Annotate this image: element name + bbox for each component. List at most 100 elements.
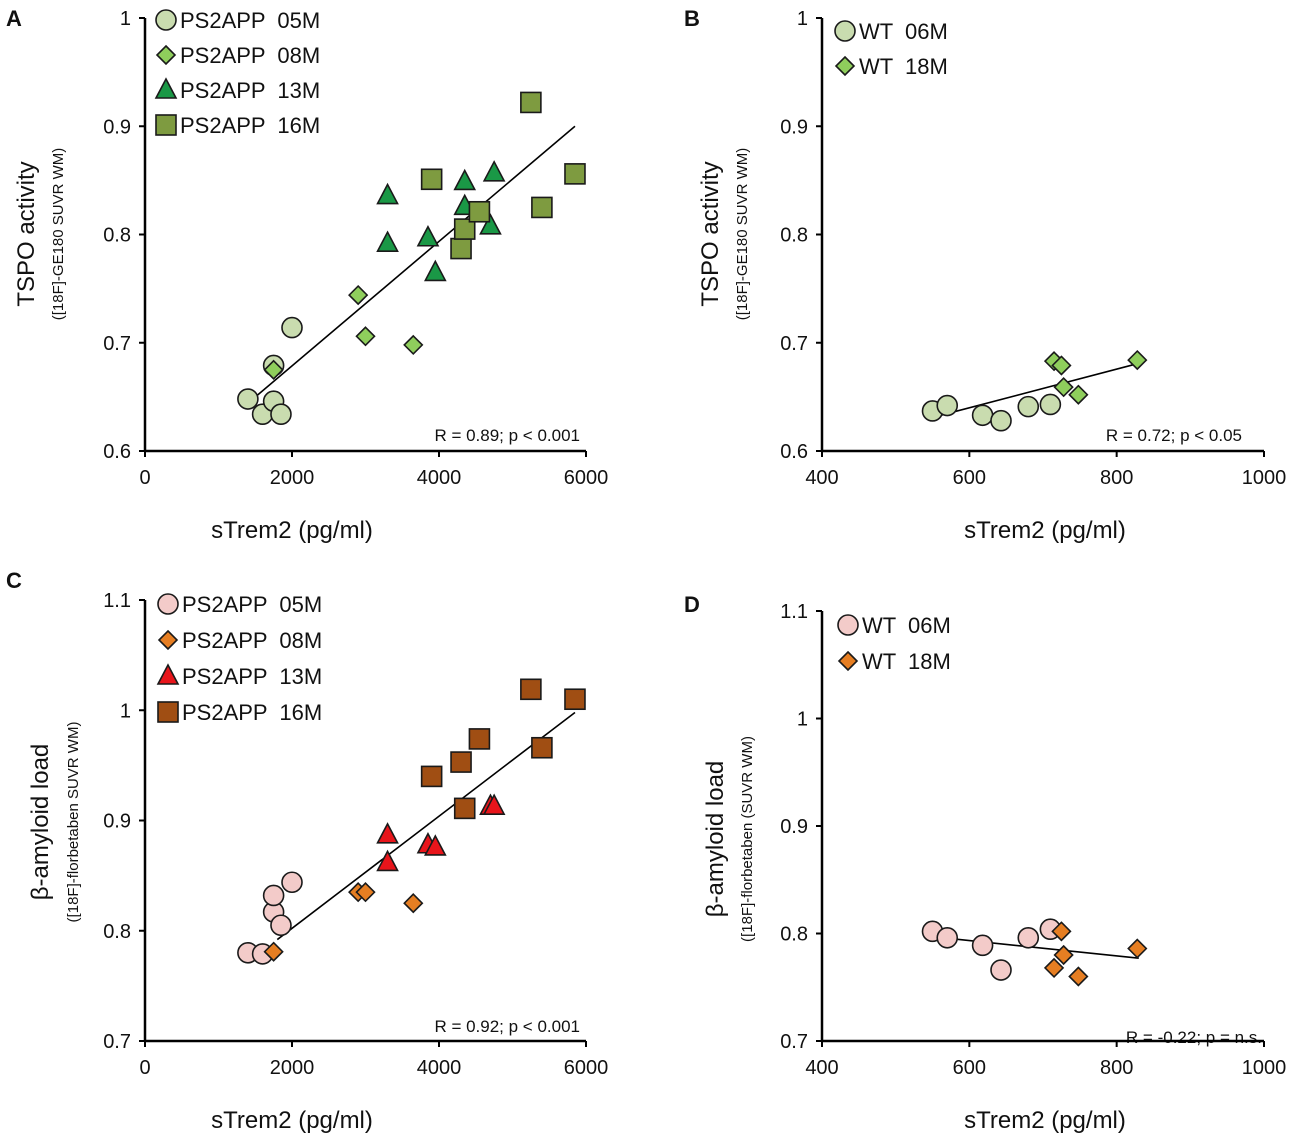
data-point — [270, 403, 292, 425]
series-diamond — [1043, 921, 1148, 987]
trend-line — [932, 935, 1139, 960]
series-diamond — [263, 284, 424, 380]
y-axis-subtitle: ([18F]-GE180 SUVR WM) — [50, 148, 67, 321]
series-circle — [237, 871, 303, 965]
data-point — [420, 168, 443, 191]
series-square — [420, 91, 586, 260]
y-tick-label: 1.1 — [780, 601, 808, 623]
y-tick-label: 0.7 — [780, 333, 808, 355]
legend-marker — [155, 114, 177, 136]
plot-area-d: 0.7 0.8 0.9 1 1.1 400 600 800 1000 WT 06M WT 18M — [780, 601, 1286, 1079]
stats-annotation: R = 0.89; p < 0.001 — [434, 426, 580, 445]
data-point — [262, 884, 285, 907]
data-point — [376, 822, 399, 844]
data-point — [520, 678, 542, 701]
data-point — [971, 404, 994, 427]
trend-line — [932, 362, 1139, 419]
data-point — [1017, 926, 1040, 949]
data-point — [453, 797, 476, 820]
legend: PS2APP 05M PS2APP 08M PS2APP 13M PS2APP 16M — [156, 592, 322, 725]
y-tick-label: 0.8 — [780, 924, 808, 946]
x-axis-title: sTrem2 (pg/ml) — [211, 517, 373, 544]
panel-a: A TSPO activity ([18F]-GE180 SUVR WM) sT… — [6, 6, 608, 544]
series-circle — [921, 393, 1062, 432]
panel-label: C — [6, 568, 22, 593]
legend: PS2APP 05M PS2APP 08M PS2APP 13M PS2APP 16M — [154, 8, 320, 138]
data-point — [990, 409, 1012, 432]
data-point — [971, 934, 994, 957]
legend-label: WT 06M — [859, 19, 948, 44]
x-axis-title: sTrem2 (pg/ml) — [211, 1107, 373, 1134]
y-axis-subtitle: ([18F]-florbetaben SUVR WM) — [65, 722, 82, 923]
data-point — [281, 316, 303, 339]
y-tick-label: 0.6 — [780, 441, 808, 463]
series-square — [420, 678, 586, 820]
x-tick-label: 6000 — [564, 467, 609, 489]
data-point — [420, 765, 443, 788]
data-point — [355, 882, 376, 903]
data-point — [936, 394, 959, 417]
y-tick-label: 1 — [797, 8, 808, 30]
x-tick-label: 0 — [139, 1057, 150, 1079]
x-tick-label: 1000 — [1242, 1057, 1287, 1079]
legend-marker — [834, 20, 856, 42]
y-axis-subtitle: ([18F]-GE180 SUVR WM) — [734, 148, 751, 321]
series-triangle — [376, 793, 506, 872]
x-tick-label: 800 — [1100, 467, 1133, 489]
x-tick-label: 1000 — [1242, 467, 1287, 489]
legend-marker — [155, 9, 177, 31]
stats-annotation: R = 0.92; p < 0.001 — [434, 1017, 580, 1036]
data-point — [237, 388, 259, 410]
data-point — [482, 793, 506, 815]
x-tick-label: 2000 — [270, 467, 315, 489]
data-point — [1053, 377, 1074, 398]
data-point — [564, 688, 586, 711]
data-point — [1043, 957, 1065, 979]
x-tick-label: 0 — [139, 467, 150, 489]
series-diamond — [1043, 349, 1148, 405]
data-point — [403, 334, 424, 356]
panel-c: C β-amyloid load ([18F]-florbetaben SUVR… — [6, 568, 608, 1134]
data-point — [1039, 393, 1062, 416]
data-point — [270, 914, 292, 937]
legend-marker — [837, 614, 859, 636]
x-tick-label: 600 — [953, 1057, 986, 1079]
x-tick-label: 400 — [805, 467, 838, 489]
y-tick-label: 0.8 — [103, 225, 131, 247]
data-point — [453, 218, 476, 240]
plot-area-b: 0.6 0.7 0.8 0.9 1 400 600 800 1000 WT 06M WT 18M — [780, 8, 1286, 489]
legend-label: PS2APP 13M — [182, 664, 322, 689]
x-axis-title: sTrem2 (pg/ml) — [964, 1107, 1126, 1134]
panel-label: D — [684, 592, 700, 617]
data-point — [468, 200, 491, 223]
x-tick-label: 6000 — [564, 1057, 609, 1079]
legend-label: PS2APP 08M — [182, 628, 322, 653]
data-point — [468, 728, 491, 750]
legend-label: WT 18M — [862, 649, 951, 674]
legend-marker — [157, 701, 179, 723]
x-tick-label: 4000 — [417, 467, 462, 489]
data-point — [531, 196, 553, 219]
y-tick-label: 1 — [120, 8, 131, 30]
data-point — [450, 751, 472, 773]
data-point — [1127, 349, 1148, 371]
data-point — [348, 284, 369, 306]
legend-label: WT 06M — [862, 613, 951, 638]
legend-label: PS2APP 05M — [182, 592, 322, 617]
legend-label: PS2APP 16M — [180, 113, 320, 138]
data-point — [520, 91, 542, 114]
x-tick-label: 800 — [1100, 1057, 1133, 1079]
x-tick-label: 400 — [805, 1057, 838, 1079]
legend-marker — [156, 663, 180, 685]
trend-line — [276, 711, 576, 941]
data-point — [376, 849, 399, 872]
panel-label: A — [6, 6, 22, 31]
series-circle — [921, 918, 1062, 981]
data-point — [450, 237, 472, 260]
data-point — [482, 160, 506, 182]
legend-label: PS2APP 16M — [182, 700, 322, 725]
x-axis-title: sTrem2 (pg/ml) — [964, 517, 1126, 544]
legend-label: PS2APP 08M — [180, 43, 320, 68]
